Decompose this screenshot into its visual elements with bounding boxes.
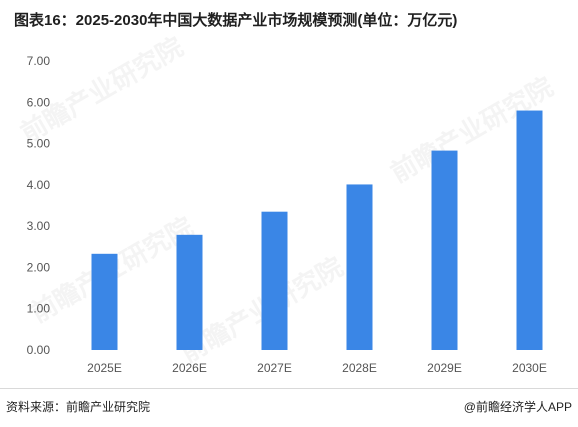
x-tick-label: 2026E [172,361,207,375]
y-axis: 0.00 1.00 2.00 3.00 4.00 5.00 6.00 7.00 [27,54,51,357]
bar [261,211,288,350]
bar [516,110,543,351]
bar [431,150,458,350]
x-axis: 2025E 2026E 2027E 2028E 2029E 2030E [87,361,547,375]
y-tick-label: 0.00 [27,343,51,357]
bar [176,234,203,350]
x-tick-label: 2027E [257,361,292,375]
y-tick-label: 3.00 [27,219,51,233]
x-tick-label: 2025E [87,361,122,375]
bar [91,253,118,350]
x-tick-label: 2030E [512,361,547,375]
y-tick-label: 5.00 [27,137,51,151]
bar [346,184,373,350]
x-tick-label: 2028E [342,361,377,375]
brand-credit: @前瞻经济学人APP [463,400,572,414]
chart-title: 图表16：2025-2030年中国大数据产业市场规模预测(单位：万亿元) [14,12,458,29]
y-tick-label: 4.00 [27,178,51,192]
x-tick-label: 2029E [427,361,462,375]
bar-chart: 0.001.002.003.004.005.006.007.00 2025E 20… [27,54,547,375]
source-note: 资料来源：前瞻产业研究院 [6,400,151,414]
y-tick-label: 1.00 [27,302,51,316]
footer-divider [0,388,578,389]
bars [91,110,543,351]
y-tick-label: 6.00 [27,95,51,109]
y-tick-label: 7.00 [27,54,51,68]
y-tick-label: 2.00 [27,260,51,274]
